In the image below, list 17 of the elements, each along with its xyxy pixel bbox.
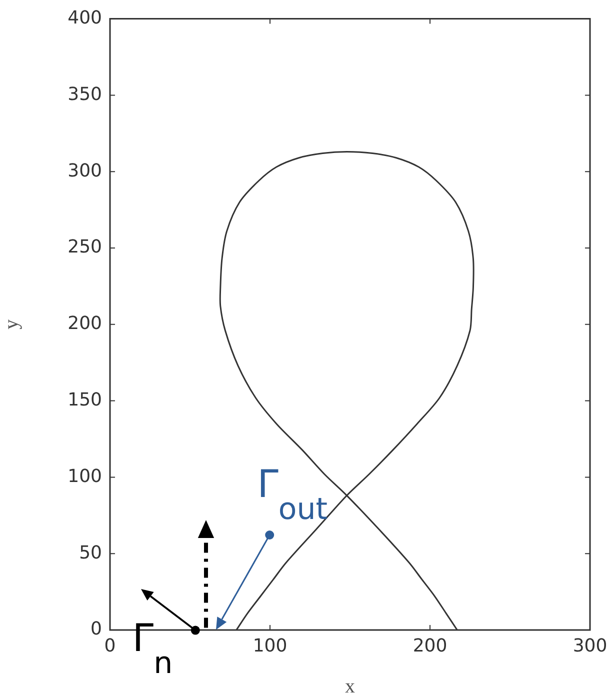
annotation: Γ$_{n}$ — [132, 616, 173, 682]
annotation: Γ$_{out}$ — [257, 462, 328, 527]
x-tick-label: 200 — [412, 635, 448, 656]
y-tick-label: 0 — [90, 618, 102, 640]
y-tick-label: 400 — [68, 7, 102, 28]
x-axis-title: x — [345, 675, 355, 698]
x-tick-label: 100 — [252, 635, 288, 656]
x-tick-label: 300 — [572, 635, 608, 656]
y-tick-label: 250 — [68, 236, 102, 258]
x-tick-label: 0 — [104, 635, 116, 656]
y-tick-label: 350 — [68, 84, 102, 105]
y-tick-label: 200 — [68, 313, 102, 334]
y-tick-label: 100 — [68, 466, 102, 487]
y-tick-label: 300 — [68, 160, 102, 182]
y-tick-label: 150 — [68, 389, 102, 410]
y-tick-label: 50 — [79, 542, 102, 564]
y-axis-title: y — [0, 319, 22, 330]
